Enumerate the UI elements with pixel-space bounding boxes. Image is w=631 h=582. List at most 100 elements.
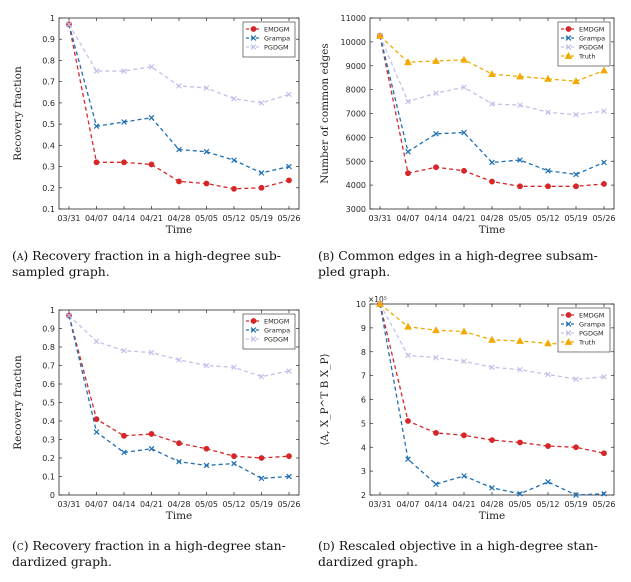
caption-b: (b) Common edges in a high-degree subsam… — [318, 248, 618, 280]
y-tick-label: 0.5 — [42, 399, 55, 408]
y-tick-label: 0.2 — [42, 454, 55, 463]
y-axis-label: Recovery fraction — [12, 66, 24, 161]
x-tick-label: 05/12 — [222, 500, 245, 509]
point-emdgm — [121, 432, 127, 439]
point-emdgm — [545, 183, 551, 190]
point-pgdgm — [176, 83, 182, 89]
point-grampa — [203, 148, 210, 155]
legend-marker-grampa — [250, 35, 257, 41]
legend-marker-grampa — [250, 327, 257, 333]
point-truth — [432, 326, 440, 334]
point-grampa — [545, 479, 551, 485]
point-emdgm — [258, 184, 265, 191]
y-tick-label: 0.2 — [42, 184, 55, 193]
y-tick-label: 0.8 — [42, 343, 55, 352]
point-emdgm — [176, 440, 182, 447]
point-grampa — [517, 157, 523, 163]
y-tick-label: 0.4 — [42, 141, 55, 150]
y-tick-label: 9 — [361, 324, 366, 333]
point-emdgm — [176, 178, 182, 185]
point-grampa — [489, 159, 495, 166]
x-tick-label: 04/28 — [480, 500, 503, 509]
point-emdgm — [573, 444, 579, 451]
point-pgdgm — [121, 347, 127, 354]
point-grampa — [405, 148, 411, 155]
legend-label-grampa: Grampa — [264, 35, 290, 43]
caption-a-text: Recovery fraction in a high-degree sub-s… — [12, 248, 281, 279]
x-tick-label: 04/14 — [424, 500, 447, 509]
point-emdgm — [517, 183, 523, 190]
x-tick-label: 04/21 — [140, 500, 163, 509]
point-pgdgm — [121, 68, 127, 74]
point-grampa — [148, 445, 155, 452]
point-emdgm — [231, 453, 237, 460]
y-tick-label: 0.4 — [42, 417, 55, 426]
chart-c: 0 0.1 0.2 0.3 0.4 0.5 0.6 0.7 0.8 0.9 1 03/31 04/07 0… — [12, 306, 301, 522]
point-truth — [460, 55, 468, 63]
point-truth — [488, 335, 496, 343]
point-emdgm — [461, 432, 467, 439]
point-pgdgm — [93, 338, 100, 345]
legend-label-pgdgm: PGDGM — [264, 336, 289, 344]
y-tick-label: 0.1 — [42, 473, 55, 482]
legend-marker-pgdgm — [250, 44, 257, 50]
x-tick-label: 04/28 — [167, 214, 190, 223]
x-tick-label: 04/14 — [112, 500, 135, 509]
point-grampa — [573, 171, 579, 178]
point-emdgm — [148, 431, 155, 437]
point-emdgm — [433, 164, 439, 171]
point-emdgm — [148, 161, 155, 168]
point-emdgm — [461, 167, 467, 174]
x-tick-label: 03/31 — [57, 500, 80, 509]
y-axis-label: Number of common edges — [319, 43, 331, 184]
legend-label-grampa: Grampa — [579, 35, 605, 43]
y-tick-label: 7000 — [346, 110, 366, 119]
y-axis-label: ⟨A, X_P^T B X_P⟩ — [319, 353, 331, 445]
y-exponent-label: ×10⁵ — [368, 295, 387, 304]
y-tick-label: 10000 — [341, 38, 366, 47]
point-emdgm — [286, 177, 292, 184]
x-tick-label: 04/07 — [396, 500, 419, 509]
legend-marker-pgdgm — [565, 44, 572, 50]
caption-d-text: Rescaled objective in a high-degree stan… — [318, 538, 598, 569]
panel-d: 2 3 4 5 6 7 8 9 10 03/31 04/07 04/14 04/21 04/28 05/05… — [315, 292, 631, 532]
legend-label-pgdgm: PGDGM — [579, 44, 604, 52]
point-grampa — [461, 129, 467, 136]
chart-b: 3000 4000 5000 6000 7000 8000 9000 10000 11000 03… — [319, 14, 616, 236]
point-truth — [516, 72, 524, 80]
point-emdgm — [286, 453, 292, 460]
point-pgdgm — [405, 352, 411, 359]
y-tick-label: 3000 — [346, 205, 366, 214]
point-pgdgm — [573, 376, 579, 383]
x-tick-label: 04/21 — [452, 214, 475, 223]
x-tick-label: 04/07 — [85, 500, 108, 509]
point-pgdgm — [286, 91, 292, 98]
panel-a: 0.1 0.2 0.3 0.4 0.5 0.6 0.7 0.8 0.9 1 03/31 04/07 04… — [0, 0, 315, 240]
x-axis-label: Time — [479, 510, 506, 522]
point-grampa — [258, 475, 265, 482]
x-tick-label: 05/05 — [508, 500, 531, 509]
point-pgdgm — [545, 109, 551, 116]
y-tick-label: 4 — [361, 443, 366, 452]
caption-c-text: Recovery fraction in a high-degree stan-… — [12, 538, 286, 569]
y-tick-label: 7 — [361, 372, 366, 381]
point-pgdgm — [258, 373, 265, 380]
legend-marker-emdgm — [250, 26, 257, 32]
legend-label-emdgm: EMDGM — [579, 26, 604, 34]
x-tick-label: 05/26 — [277, 500, 300, 509]
x-tick-label: 05/26 — [592, 214, 615, 223]
x-tick-label: 03/31 — [57, 214, 80, 223]
y-tick-label: 0.1 — [42, 205, 55, 214]
x-tick-label: 05/12 — [222, 214, 245, 223]
y-tick-label: 2 — [361, 491, 366, 500]
caption-b-label: (b) — [318, 248, 335, 263]
y-tick-label: 11000 — [341, 14, 366, 23]
point-emdgm — [433, 430, 439, 436]
x-tick-label: 04/07 — [85, 214, 108, 223]
point-grampa — [573, 492, 579, 498]
point-grampa — [601, 159, 607, 166]
y-tick-label: 0.6 — [42, 99, 55, 108]
series-line-emdgm — [379, 303, 605, 454]
